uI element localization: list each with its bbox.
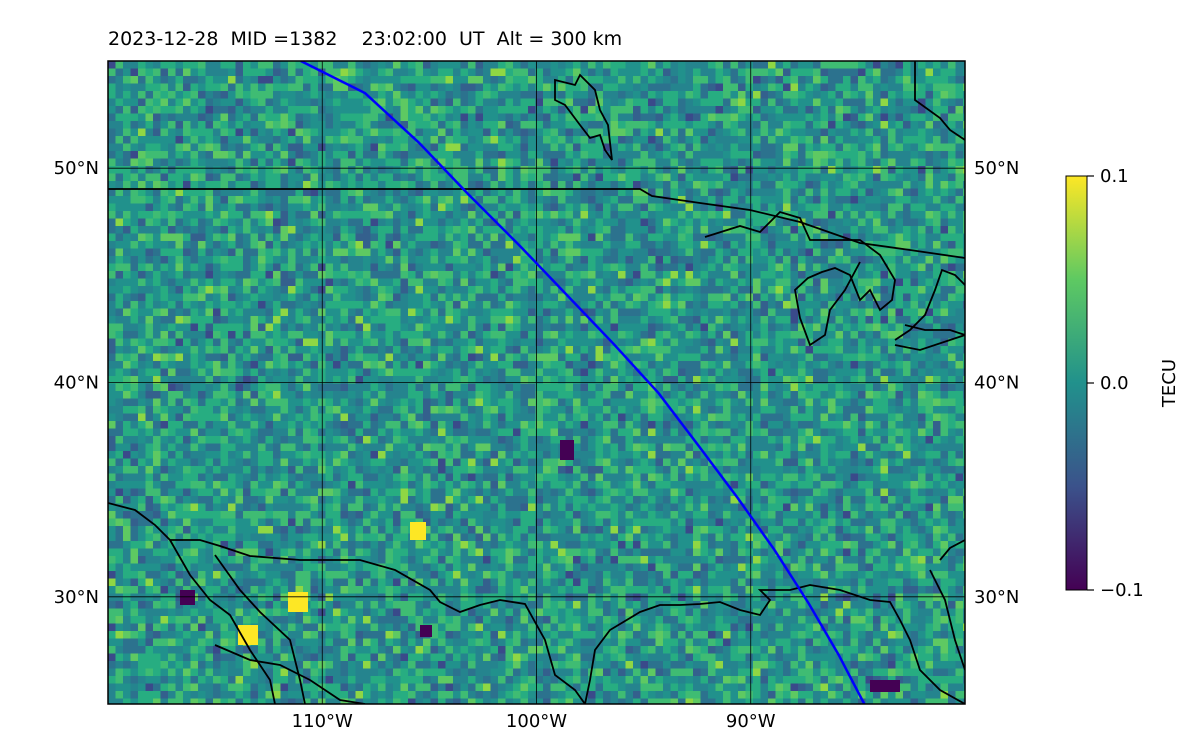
- longitude-tick-label: 100°W: [506, 711, 567, 732]
- colorbar-tick-label: −0.1: [1100, 580, 1144, 601]
- colorbar-gradient: [1066, 176, 1087, 590]
- colorbar-label: TECU: [1159, 359, 1180, 408]
- colorbar-tick-label: 0.1: [1100, 166, 1129, 187]
- colorbar: 0.1 0.0 −0.1 TECU: [1065, 166, 1180, 601]
- graticule: [108, 61, 965, 704]
- longitude-tick-label: 90°W: [726, 711, 776, 732]
- latitude-tick-label: 50°N: [974, 158, 1019, 179]
- latitude-tick-label: 30°N: [54, 587, 99, 608]
- latitude-tick-label: 40°N: [54, 373, 99, 394]
- latitude-ticks-left: 50°N 40°N 30°N: [54, 158, 99, 608]
- latitude-ticks-right: 50°N 40°N 30°N: [974, 158, 1019, 608]
- latitude-tick-label: 30°N: [974, 587, 1019, 608]
- map-area: [108, 61, 965, 704]
- satellite-track-line: [300, 61, 866, 704]
- longitude-tick-label: 110°W: [292, 711, 353, 732]
- tec-heatmap: [108, 61, 965, 704]
- longitude-ticks: 110°W 100°W 90°W: [292, 711, 776, 732]
- figure-title: 2023-12-28 MID =1382 23:02:00 UT Alt = 3…: [108, 28, 623, 50]
- latitude-tick-label: 50°N: [54, 158, 99, 179]
- coastlines-and-borders: [108, 61, 965, 704]
- colorbar-tick-label: 0.0: [1100, 373, 1129, 394]
- map-frame: [107, 60, 966, 705]
- colorbar-ticks: 0.1 0.0 −0.1: [1087, 166, 1144, 601]
- latitude-tick-label: 40°N: [974, 373, 1019, 394]
